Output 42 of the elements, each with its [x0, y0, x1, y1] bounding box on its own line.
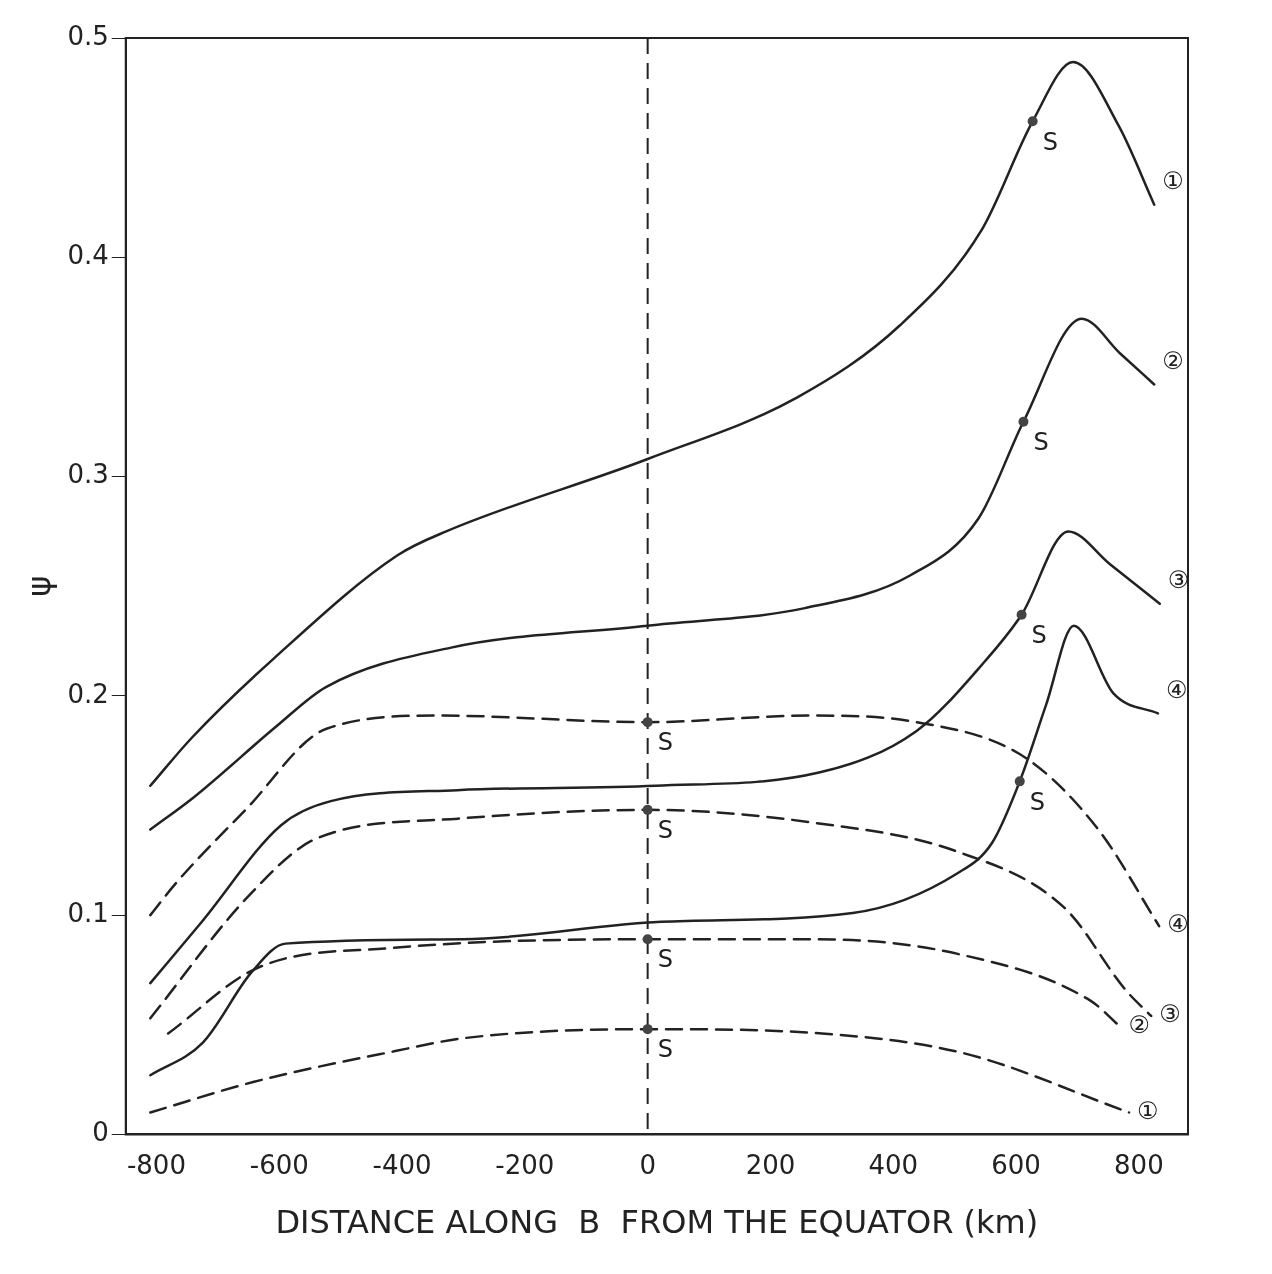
y-tick-label: 0.3 [67, 459, 109, 490]
annotation: S [657, 816, 673, 845]
annotation: S [657, 945, 673, 974]
y-tick-label: 0.2 [67, 678, 109, 709]
x-tick-label: 0 [639, 1149, 656, 1180]
y-tick-label: 0.4 [67, 240, 109, 271]
series-label: ① [1162, 166, 1184, 195]
annotation: S [657, 1035, 673, 1064]
series-label: ③ [1167, 565, 1190, 594]
annotation: S [1042, 127, 1058, 156]
point [1018, 416, 1029, 427]
annotation: S [1033, 427, 1049, 456]
x-tick-label: 200 [745, 1149, 796, 1180]
point [642, 1024, 653, 1035]
x-tick-label: 600 [991, 1149, 1041, 1180]
point [1027, 116, 1038, 127]
series-label: ① [1137, 1096, 1159, 1125]
x-tick-label: -200 [495, 1149, 555, 1180]
series-label: ④ [1165, 675, 1188, 704]
x-tick-label: -600 [249, 1149, 309, 1180]
point [1014, 776, 1025, 787]
x-tick-label: -400 [372, 1149, 432, 1180]
annotation: S [657, 728, 673, 757]
x-tick-label: -800 [126, 1149, 186, 1180]
annotation: S [1029, 787, 1045, 816]
y-axis-title: ψ [19, 575, 58, 597]
point [642, 717, 653, 728]
series-label: ④ [1167, 910, 1189, 939]
y-tick-label: 0 [92, 1117, 109, 1148]
x-tick-label: 400 [868, 1149, 919, 1180]
annotation: S [1031, 620, 1047, 649]
series-label: ② [1128, 1011, 1150, 1040]
line-series [149, 60, 1156, 787]
x-tick-label: 800 [1114, 1149, 1164, 1180]
point [642, 934, 653, 945]
series-label: ③ [1159, 1000, 1181, 1029]
y-tick-label: 0.5 [67, 20, 109, 51]
y-tick-label: 0.1 [67, 897, 109, 928]
x-axis-title: DISTANCE ALONG B FROM THE EQUATOR (km) [275, 1203, 1039, 1242]
series-label: ② [1162, 346, 1184, 375]
point [1016, 609, 1027, 620]
point [642, 804, 653, 815]
